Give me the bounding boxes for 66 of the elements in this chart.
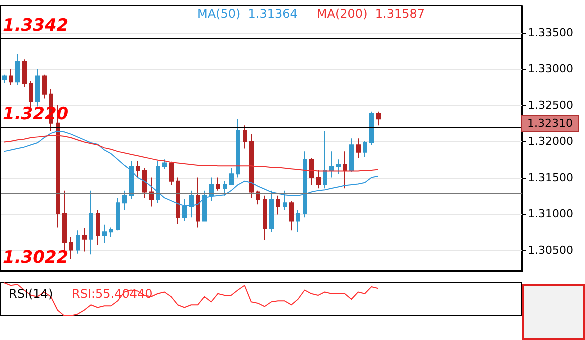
line-series [4,130,379,207]
candlestick [2,74,7,84]
y-tick-label: 1.32000 [528,135,574,148]
candlestick [169,161,174,186]
candlestick [129,160,134,200]
candlestick [109,227,113,238]
candlestick [323,130,327,190]
candlestick [216,177,220,192]
candlestick [303,151,307,218]
candlestick [236,118,240,178]
candlestick [15,54,20,86]
candlestick [176,177,180,225]
y-tick-label: 1.31000 [528,208,574,221]
candlestick [289,200,294,232]
ref-line-label: 1.3342 [3,16,69,36]
candlestick [363,141,367,158]
candlestick [356,138,361,159]
y-tick-label: 1.32500 [528,98,574,112]
candlestick [249,134,254,199]
line-series [4,135,379,172]
candlestick [156,160,160,204]
candlestick [122,190,127,211]
candlestick [196,177,200,228]
candlestick [9,68,13,86]
candlestick [243,125,247,150]
candlestick [96,210,100,246]
candlestick [35,68,40,108]
text: MA(200) 1.31587 [316,7,426,21]
y-tick-label: 1.33000 [528,62,574,76]
candlestick [69,236,73,260]
candlestick [182,199,187,222]
candlestick [269,190,274,233]
candlestick [376,111,381,126]
candlestick [22,59,27,88]
candlestick [209,177,214,202]
candlestick [283,190,287,211]
candlestick [343,151,347,190]
candlestick [202,190,207,222]
text: MA(50) 1.31364 [197,7,298,21]
text: 1.32310 [528,117,574,130]
candlestick [189,190,194,218]
candlestick [263,195,267,241]
candlestick [223,180,227,196]
candlestick [116,198,120,232]
candlestick [329,151,334,178]
candlestick [89,190,93,256]
y-tick-label: 1.33500 [528,26,574,40]
candlestick [229,168,234,186]
candlestick [42,74,47,100]
candlestick [162,159,167,170]
candlestick [309,158,314,186]
candlestick [349,138,354,172]
candlestick [276,195,280,216]
candlestick [316,170,321,190]
candlestick [102,224,107,244]
ref-line-label: 1.3022 [3,248,69,268]
y-tick-label: 1.30500 [528,244,574,257]
candlestick [142,168,147,199]
candlestick [336,159,341,175]
candlestick [296,210,300,233]
candlestick [82,228,87,252]
candlestick [369,111,374,146]
candlestick [76,230,80,254]
y-tick-label: 1.31500 [528,171,574,184]
candlestick [149,177,154,208]
candlestick [136,160,140,178]
